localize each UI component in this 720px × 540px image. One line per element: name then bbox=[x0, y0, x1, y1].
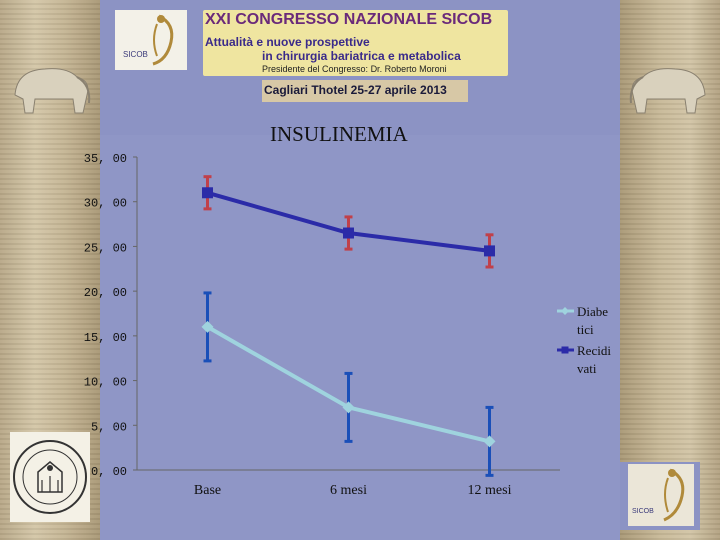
congress-title: XXI CONGRESSO NAZIONALE SICOB bbox=[205, 11, 493, 28]
sicob-logo: SICOB bbox=[115, 10, 187, 70]
legend-label: Diabe bbox=[577, 304, 608, 319]
data-point bbox=[484, 245, 495, 257]
congress-subtitle-2: in chirurgia bariatrica e metabolica bbox=[262, 49, 461, 63]
x-tick-label: Base bbox=[194, 483, 221, 498]
data-point bbox=[342, 401, 355, 414]
sicob-logo-text: SICOB bbox=[123, 50, 148, 59]
legend-label: tici bbox=[577, 322, 594, 337]
legend-marker bbox=[561, 307, 569, 315]
legend-marker bbox=[561, 346, 569, 354]
y-tick-label: 0, 00 bbox=[91, 465, 127, 479]
university-seal-image bbox=[10, 432, 90, 522]
data-point bbox=[202, 187, 213, 199]
elephant-statue-left-icon bbox=[14, 68, 91, 114]
data-point bbox=[343, 227, 354, 239]
congress-president: Presidente del Congresso: Dr. Roberto Mo… bbox=[262, 64, 447, 74]
x-tick-label: 6 mesi bbox=[330, 483, 367, 498]
legend-label: Recidi bbox=[577, 343, 611, 358]
legend-label: vati bbox=[577, 361, 597, 376]
y-tick-label: 30, 00 bbox=[84, 197, 127, 211]
congress-date: Cagliari Thotel 25-27 aprile 2013 bbox=[264, 83, 447, 97]
y-tick-label: 5, 00 bbox=[91, 420, 127, 434]
y-tick-label: 15, 00 bbox=[84, 331, 127, 345]
congress-banner bbox=[203, 10, 508, 76]
data-point bbox=[483, 435, 496, 448]
date-box bbox=[262, 80, 468, 102]
sicob-logo-bottom: SICOB bbox=[620, 462, 700, 530]
y-tick-label: 25, 00 bbox=[84, 241, 127, 255]
y-tick-label: 35, 00 bbox=[84, 152, 127, 166]
y-tick-label: 10, 00 bbox=[84, 376, 127, 390]
data-point bbox=[201, 320, 214, 333]
congress-subtitle-1: Attualità e nuove prospettive bbox=[205, 35, 370, 49]
sicob-logo-bottom-text: SICOB bbox=[632, 508, 654, 515]
x-tick-label: 12 mesi bbox=[468, 483, 512, 498]
y-tick-label: 20, 00 bbox=[84, 286, 127, 300]
elephant-statue-right-icon bbox=[629, 68, 706, 114]
chart-title: INSULINEMIA bbox=[270, 122, 408, 146]
